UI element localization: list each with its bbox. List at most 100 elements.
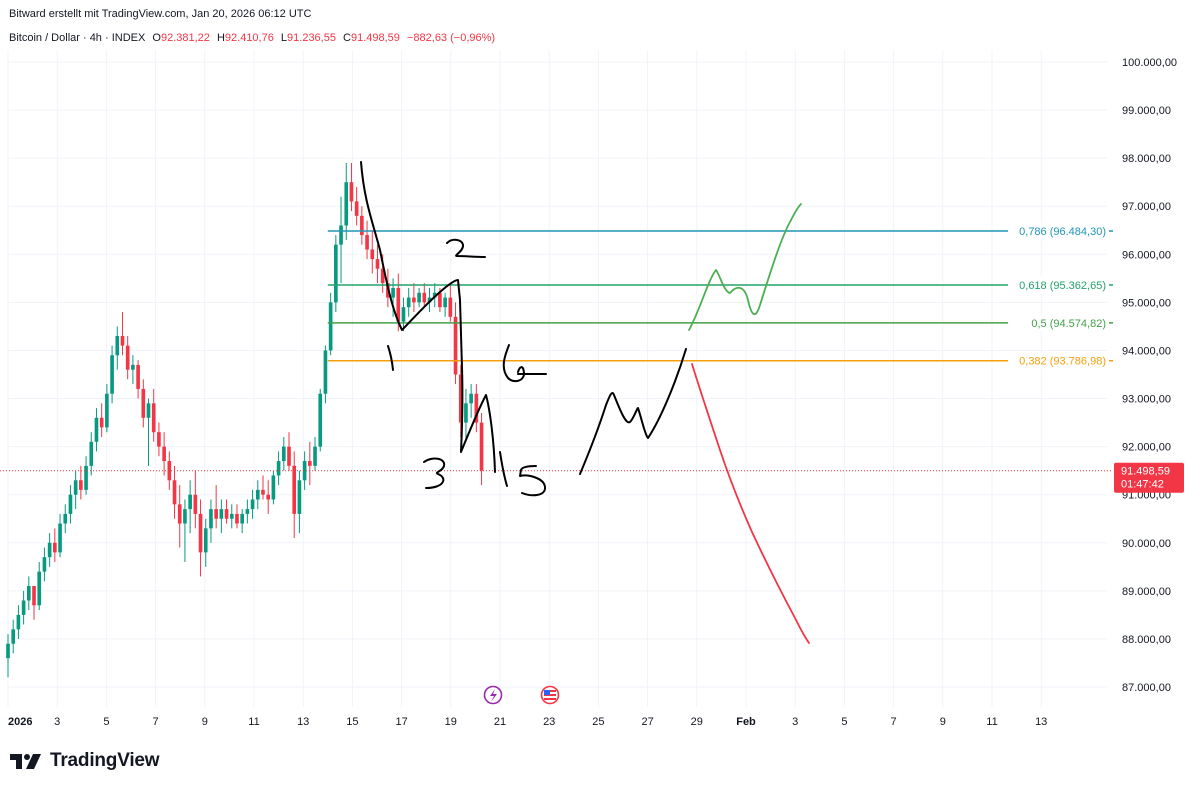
y-tick-label: 95.000,00	[1122, 297, 1171, 309]
candle	[354, 187, 359, 226]
x-tick-label: Feb	[736, 716, 756, 728]
candle	[313, 437, 317, 471]
x-tick-label: 13	[1035, 716, 1047, 728]
candle	[412, 283, 416, 312]
candle	[292, 451, 297, 538]
candle	[302, 451, 307, 490]
candle	[464, 388, 468, 442]
candle	[209, 499, 213, 543]
x-tick-label: 21	[494, 716, 506, 728]
candle	[214, 485, 218, 529]
label-5	[519, 465, 546, 497]
candle	[162, 432, 166, 476]
x-tick-label: 3	[792, 716, 798, 728]
x-tick-label: 13	[297, 716, 309, 728]
candle	[188, 480, 192, 534]
candle	[120, 312, 125, 356]
tradingview-logo-icon	[10, 754, 41, 769]
candle	[235, 504, 239, 529]
fib-label: 0,618 (95.362,65)	[1019, 280, 1106, 292]
x-tick-label: 29	[691, 716, 703, 728]
x-tick-label: 3	[54, 716, 60, 728]
ohlc-legend: Bitcoin / Dollar · 4h · INDEX O92.381,22…	[9, 32, 495, 44]
candle	[344, 162, 349, 240]
x-tick-label: 11	[986, 716, 997, 728]
candle	[370, 230, 375, 274]
fib-label: 0,382 (93.786,98)	[1019, 356, 1106, 368]
candle	[94, 408, 99, 452]
drawn-wave-down	[360, 161, 496, 473]
drawn-path-red	[691, 363, 810, 644]
candle	[219, 499, 224, 534]
last-price-tag	[1114, 462, 1184, 493]
x-axis: 2026 3 5 7 9 11 13 15 17 19 21 23 25 27 29 Feb 3 5 7 9 11 13	[8, 716, 1047, 728]
fib-label: 0,786 (96.484,30)	[1019, 226, 1106, 238]
close-value: 91.498,59	[350, 32, 400, 44]
x-tick-label: 15	[346, 716, 358, 728]
y-tick-label: 97.000,00	[1122, 201, 1171, 213]
fib-level[interactable]: 0,382 (93.786,98)	[327, 352, 1113, 369]
label-stroke	[499, 451, 508, 487]
last-price-value: 91.498,59	[1121, 466, 1170, 478]
candle	[32, 586, 36, 620]
y-tick-label: 100.000,00	[1122, 57, 1177, 69]
candle	[229, 504, 234, 529]
candle	[183, 499, 187, 562]
candle	[261, 475, 265, 500]
candle	[432, 283, 437, 308]
candle	[198, 499, 203, 577]
candle	[443, 292, 447, 317]
candle	[271, 470, 276, 505]
candle	[422, 283, 427, 308]
drawn-m	[579, 348, 687, 475]
candle	[297, 470, 302, 534]
low-value: 91.236,55	[287, 32, 336, 44]
candle	[349, 162, 354, 212]
chart-credit: Bitward erstellt mit TradingView.com, Ja…	[9, 8, 312, 20]
candle	[84, 456, 88, 495]
candle	[203, 518, 208, 567]
change-value: −882,63 (−0,96%)	[406, 32, 496, 44]
candle	[58, 513, 62, 558]
label-3	[423, 457, 446, 489]
symbol-title: Bitcoin / Dollar · 4h · INDEX	[9, 32, 146, 44]
y-tick-label: 96.000,00	[1122, 249, 1171, 261]
candle	[157, 422, 161, 457]
candle	[125, 336, 130, 380]
candle	[99, 403, 104, 437]
candle	[427, 287, 432, 312]
fib-levels: 0,786 (96.484,30) 0,618 (95.362,65) 0,5 (9…	[327, 223, 1113, 369]
y-tick-label: 98.000,00	[1122, 153, 1171, 165]
x-tick-label: 9	[940, 716, 946, 728]
candle	[406, 287, 411, 317]
candle	[146, 398, 151, 466]
y-tick-label: 94.000,00	[1122, 345, 1171, 357]
y-tick-label: 90.000,00	[1122, 538, 1171, 550]
candle	[308, 441, 312, 486]
y-tick-label: 87.000,00	[1122, 682, 1171, 694]
x-tick-label: 9	[202, 716, 208, 728]
low-label: L	[280, 32, 288, 44]
candle	[16, 605, 21, 639]
candle	[360, 206, 364, 245]
candle	[73, 470, 78, 510]
fib-level[interactable]: 0,786 (96.484,30)	[327, 223, 1113, 240]
hand-drawings	[360, 161, 810, 644]
candle	[193, 470, 198, 529]
candle	[365, 220, 369, 260]
fib-level[interactable]: 0,5 (94.574,82)	[327, 314, 1113, 331]
grid	[7, 50, 1107, 707]
us-flag-icon[interactable]	[540, 685, 560, 705]
candle	[250, 489, 255, 519]
candle	[287, 432, 291, 471]
event-icons[interactable]	[483, 685, 560, 705]
lightning-icon[interactable]	[483, 685, 503, 705]
x-tick-label: 27	[641, 716, 653, 728]
bar-countdown: 01:47:42	[1121, 479, 1164, 491]
x-tick-label: 2026	[8, 716, 32, 728]
candle	[323, 345, 328, 404]
candle	[334, 235, 338, 312]
open-label: O	[152, 32, 161, 44]
